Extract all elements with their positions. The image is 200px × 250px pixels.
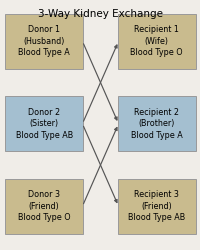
Text: Donor 2
(Sister)
Blood Type AB: Donor 2 (Sister) Blood Type AB <box>16 108 72 140</box>
FancyBboxPatch shape <box>117 179 195 234</box>
Text: Donor 1
(Husband)
Blood Type A: Donor 1 (Husband) Blood Type A <box>18 25 70 57</box>
FancyBboxPatch shape <box>117 14 195 69</box>
FancyBboxPatch shape <box>5 14 83 69</box>
Text: 3-Way Kidney Exchange: 3-Way Kidney Exchange <box>38 9 162 19</box>
Text: Recipient 2
(Brother)
Blood Type A: Recipient 2 (Brother) Blood Type A <box>130 108 182 140</box>
Text: Recipient 3
(Friend)
Blood Type AB: Recipient 3 (Friend) Blood Type AB <box>128 190 184 222</box>
FancyBboxPatch shape <box>117 96 195 151</box>
FancyBboxPatch shape <box>5 179 83 234</box>
Text: Donor 3
(Friend)
Blood Type O: Donor 3 (Friend) Blood Type O <box>18 190 70 222</box>
FancyBboxPatch shape <box>5 96 83 151</box>
Text: Recipient 1
(Wife)
Blood Type O: Recipient 1 (Wife) Blood Type O <box>130 25 182 57</box>
